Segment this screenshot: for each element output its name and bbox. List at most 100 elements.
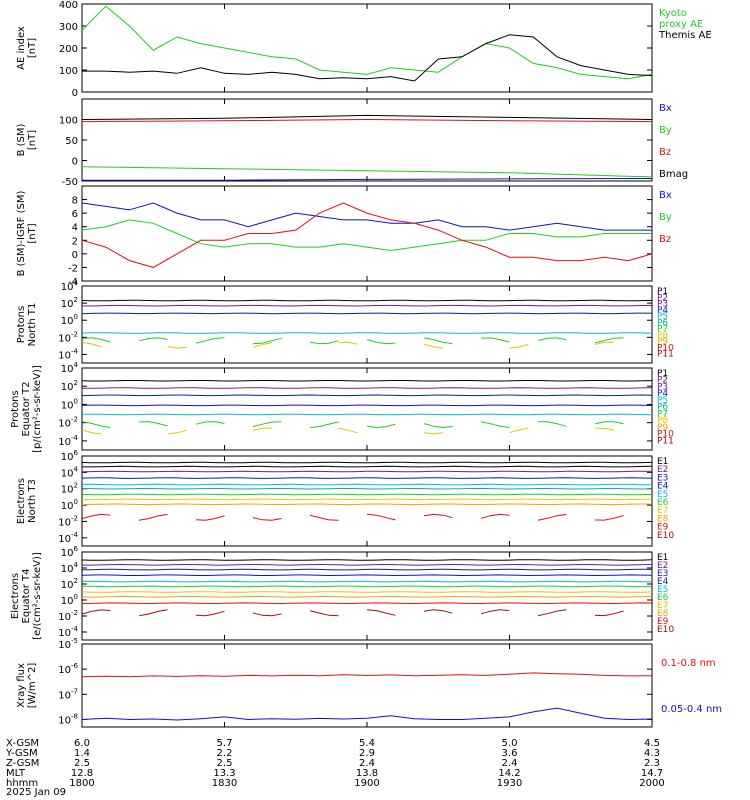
- legend-entry: E10: [657, 625, 674, 635]
- series-line: [81, 602, 653, 605]
- panel-frame: [81, 185, 653, 282]
- series-segment: [338, 427, 358, 434]
- series-segment: [195, 337, 225, 344]
- orbit-row-value: 2.5: [217, 758, 233, 769]
- series-line: [81, 394, 653, 397]
- panel-frame: [81, 455, 653, 547]
- orbit-row-value: 3.6: [502, 748, 518, 759]
- series-line: [81, 591, 653, 593]
- series-line: [81, 470, 653, 473]
- y-tick-label: 8: [72, 196, 78, 207]
- legend-entry: P2: [657, 293, 668, 303]
- orbit-row-value: 4.5: [644, 738, 660, 749]
- series-line: [81, 595, 653, 598]
- series-segment: [81, 429, 102, 435]
- y-tick-label: 0: [72, 88, 78, 99]
- y-tick-label: -4: [68, 277, 78, 288]
- y-tick-label: -2: [68, 263, 78, 274]
- series-segment: [366, 423, 396, 429]
- series-segment: [309, 421, 339, 428]
- y-tick-label: 106: [61, 449, 79, 463]
- y-tick-label: 100: [61, 593, 78, 607]
- series-line: [81, 487, 653, 490]
- legend-entry: E6: [657, 498, 669, 508]
- legend-entry: By: [659, 212, 672, 223]
- series-segment: [81, 337, 111, 343]
- series-segment: [480, 337, 510, 343]
- series-segment: [594, 610, 624, 617]
- legend-entry: E2: [657, 465, 668, 475]
- y-tick-label: 4: [72, 223, 78, 234]
- series-line: [81, 503, 653, 506]
- legend-entry: P5: [657, 312, 668, 322]
- y-tick-label: 6: [72, 209, 78, 220]
- y-axis-label: [nT]: [27, 38, 38, 58]
- y-axis-label: [nT]: [27, 130, 38, 150]
- series-line: [81, 483, 653, 486]
- legend-entry: P4: [657, 306, 668, 316]
- series-segment: [537, 609, 567, 617]
- y-tick-label: 104: [61, 279, 79, 293]
- legend-entry: P11: [657, 436, 674, 446]
- panel-5: 10-4 10-2 100 102 104 Protons Equator T2 [p/(cm…: [10, 361, 674, 453]
- series-segment: [366, 339, 396, 345]
- orbit-row-label: Z-GSM: [6, 758, 39, 769]
- y-axis-label: AE index: [16, 26, 27, 70]
- y-tick-label: 100: [59, 116, 78, 127]
- orbit-row-label: hhmm: [6, 778, 38, 789]
- series-line: [81, 114, 653, 120]
- series-segment: [594, 421, 624, 425]
- orbit-row-value: 1930: [497, 778, 522, 789]
- series-segment: [81, 513, 111, 520]
- orbit-row-value: 13.8: [356, 768, 378, 779]
- y-tick-label: 10-7: [58, 687, 78, 701]
- y-axis-label: [p/(cm²-s-sr-keV)]: [32, 365, 43, 453]
- series-segment: [509, 427, 529, 434]
- series-line: [81, 304, 653, 307]
- series-line: [81, 332, 653, 334]
- legend-entry: Themis AE: [658, 30, 712, 41]
- orbit-row-value: 2.5: [74, 758, 90, 769]
- orbit-row-value: 1.4: [74, 748, 90, 759]
- y-axis-label: [e/(cm²-s-sr-keV)]: [32, 552, 43, 640]
- series-segment: [423, 423, 453, 429]
- panel-2: -50 0 50 100 B (SM) [nT] Bx By Bz Bmag: [16, 98, 688, 188]
- series-line: [81, 477, 653, 479]
- series-line: [81, 461, 653, 464]
- orbit-row-value: 5.4: [359, 738, 375, 749]
- series-segment: [252, 427, 273, 431]
- series-segment: [252, 612, 282, 617]
- legend-entry: proxy AE: [659, 19, 703, 30]
- series-segment: [81, 421, 111, 428]
- legend-entry: E9: [657, 523, 669, 533]
- series-segment: [338, 341, 358, 345]
- legend-entry: By: [659, 125, 672, 136]
- y-tick-label: 10-6: [58, 662, 78, 676]
- orbit-row-value: 2.4: [502, 758, 518, 769]
- y-axis-label: Electrons: [10, 573, 21, 619]
- y-axis-label: B (SM): [16, 123, 27, 156]
- orbit-row-value: 2.4: [359, 758, 375, 769]
- legend-entry: P1: [657, 287, 668, 297]
- y-tick-label: 400: [59, 0, 78, 11]
- series-segment: [423, 513, 453, 519]
- legend-entry: P7: [657, 325, 668, 335]
- orbit-row-value: 2000: [639, 778, 664, 789]
- series-segment: [138, 337, 168, 342]
- series-segment: [366, 609, 396, 616]
- series-segment: [309, 514, 339, 521]
- series-line: [81, 299, 653, 302]
- series-line: [81, 380, 653, 382]
- series-line: [81, 707, 653, 721]
- legend-entry: E8: [657, 609, 669, 619]
- panel-4: 10-4 10-2 100 102 104 Protons North T1 P1P2P3P4…: [16, 279, 674, 364]
- y-tick-label: 104: [61, 361, 79, 375]
- series-segment: [537, 337, 567, 341]
- y-tick-label: -50: [62, 177, 78, 188]
- panel-frame: [81, 643, 653, 728]
- series-line: [82, 563, 653, 566]
